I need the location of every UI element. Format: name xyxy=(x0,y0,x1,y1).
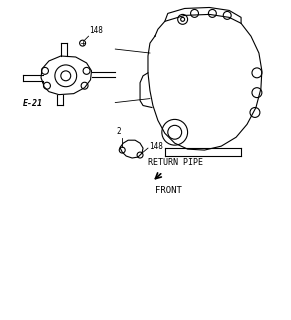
Text: 2: 2 xyxy=(116,127,120,136)
Text: 148: 148 xyxy=(90,26,103,35)
Text: FRONT: FRONT xyxy=(155,186,182,195)
Text: E-21: E-21 xyxy=(23,99,43,108)
Text: RETURN PIPE: RETURN PIPE xyxy=(148,158,203,167)
Text: 148: 148 xyxy=(149,142,163,151)
